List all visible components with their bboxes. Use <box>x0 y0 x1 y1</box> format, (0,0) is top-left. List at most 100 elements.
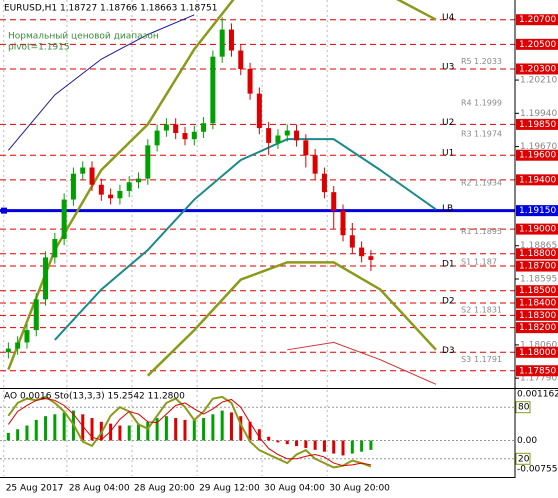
pivot-level-value: 1.2033 <box>474 57 502 66</box>
ao-bar <box>267 436 271 441</box>
stoch-line <box>7 395 372 469</box>
candle-body <box>52 238 58 258</box>
ao-bar <box>6 433 10 441</box>
ao-bar <box>90 418 94 441</box>
x-tick-label: 29 Aug 12:00 <box>199 484 260 494</box>
candle-body <box>108 194 114 199</box>
level-label-box <box>516 63 558 75</box>
x-tick-label: 28 Aug 04:00 <box>69 484 130 494</box>
pivot-level-value: 1.187 <box>474 258 497 267</box>
candle-body <box>266 128 272 143</box>
pivot-level-name: S1 <box>461 258 471 267</box>
level-label: 1.18500 <box>519 286 556 296</box>
candle-body <box>154 130 160 146</box>
band-label: U3 <box>442 62 454 72</box>
pivot-label: 1.19150 <box>519 206 556 216</box>
indicator-curve <box>287 341 437 385</box>
ao-bar <box>257 429 261 441</box>
level-label-box <box>516 118 558 130</box>
candle-body <box>173 124 179 134</box>
candle-body <box>238 50 244 69</box>
ao-bar <box>146 421 150 441</box>
candle-body <box>331 192 337 211</box>
candle-body <box>340 210 346 236</box>
pivot-level-value: 1.1895 <box>474 227 502 236</box>
ao-bar <box>62 412 66 441</box>
level-label-box <box>516 309 558 321</box>
pivot-level-name: R3 <box>461 129 472 138</box>
sub-top-label: 0.0011625 <box>517 390 558 400</box>
indicator-curve <box>7 0 437 370</box>
ao-bar <box>360 440 364 452</box>
band-label: U1 <box>442 149 454 159</box>
candle-body <box>247 68 253 94</box>
candle-body <box>201 123 207 132</box>
level-label-box <box>516 223 558 235</box>
indicator-curve <box>146 261 437 377</box>
pivot-level-name: R1 <box>461 227 472 236</box>
level-label: 1.20300 <box>519 64 556 74</box>
ao-bar <box>81 414 85 441</box>
candle-body <box>89 167 95 185</box>
signal-line <box>7 398 372 467</box>
level-label: 1.19000 <box>519 225 556 235</box>
pivot-level-value: 1.1974 <box>474 129 502 138</box>
indicator-curve <box>54 138 437 341</box>
sub-title: AO 0.0016 Sto(13,3,3) 15.2542 11.2800 <box>4 392 185 402</box>
candle-body <box>80 167 86 174</box>
candle-body <box>117 190 123 199</box>
candle-body <box>98 184 104 195</box>
ao-bar <box>137 423 141 441</box>
ao-tick-label: 0.00 <box>517 436 537 446</box>
level-label: 1.19600 <box>519 151 556 161</box>
candle-body <box>228 29 234 51</box>
candle-body <box>163 124 169 131</box>
y-tick-label: 1.18060 <box>520 340 557 350</box>
x-tick-label: 25 Aug 2017 <box>6 484 64 494</box>
ao-bar <box>369 440 373 450</box>
ao-bar <box>109 423 113 441</box>
y-tick-label: 1.20210 <box>520 76 557 86</box>
pivot-level-value: 1.1831 <box>474 306 502 315</box>
level-label-box <box>516 248 558 260</box>
ao-bar <box>127 425 131 441</box>
pivot-text: pivot=1.1915 <box>8 43 70 53</box>
candle-body <box>294 130 300 141</box>
chart-title: EURUSD,H1 1.18727 1.18766 1.18663 1.1875… <box>4 4 217 14</box>
level-label-box <box>516 149 558 161</box>
level-label: 1.20500 <box>519 40 556 50</box>
candle-body <box>61 199 67 239</box>
ao-bar <box>16 429 20 441</box>
level-label-box <box>516 285 558 297</box>
candle-body <box>182 133 188 140</box>
pivot-level-value: 1.1791 <box>474 355 502 364</box>
band-label: D3 <box>442 346 455 356</box>
level-label-box <box>516 14 558 26</box>
ao-bar <box>164 416 168 441</box>
candle-body <box>126 182 132 191</box>
stoch-tick-label: 20 <box>518 454 530 464</box>
y-tick-label: 1.19670 <box>520 142 557 152</box>
ao-bar <box>34 419 38 441</box>
candle-body <box>284 130 290 136</box>
candle-body <box>349 235 355 248</box>
candle-body <box>210 56 216 124</box>
level-label-box <box>516 365 558 377</box>
ao-bar <box>229 412 233 441</box>
level-label: 1.20700 <box>519 15 556 25</box>
pivot-level-value: 1.1934 <box>474 179 502 188</box>
level-label: 1.18200 <box>519 323 556 333</box>
ao-bar <box>285 440 289 445</box>
main-plot <box>0 0 515 388</box>
ao-bar <box>239 416 243 441</box>
level-label: 1.18700 <box>519 262 556 272</box>
sub-plot <box>0 390 515 476</box>
pivot-level-name: S2 <box>461 306 471 315</box>
candle-body <box>275 135 281 143</box>
ao-bar <box>202 418 206 441</box>
candle-body <box>145 145 151 179</box>
pivot-level-value: 1.1999 <box>474 99 502 108</box>
candle-body <box>43 257 49 300</box>
ao-bar <box>304 440 308 448</box>
candle-body <box>359 247 365 257</box>
